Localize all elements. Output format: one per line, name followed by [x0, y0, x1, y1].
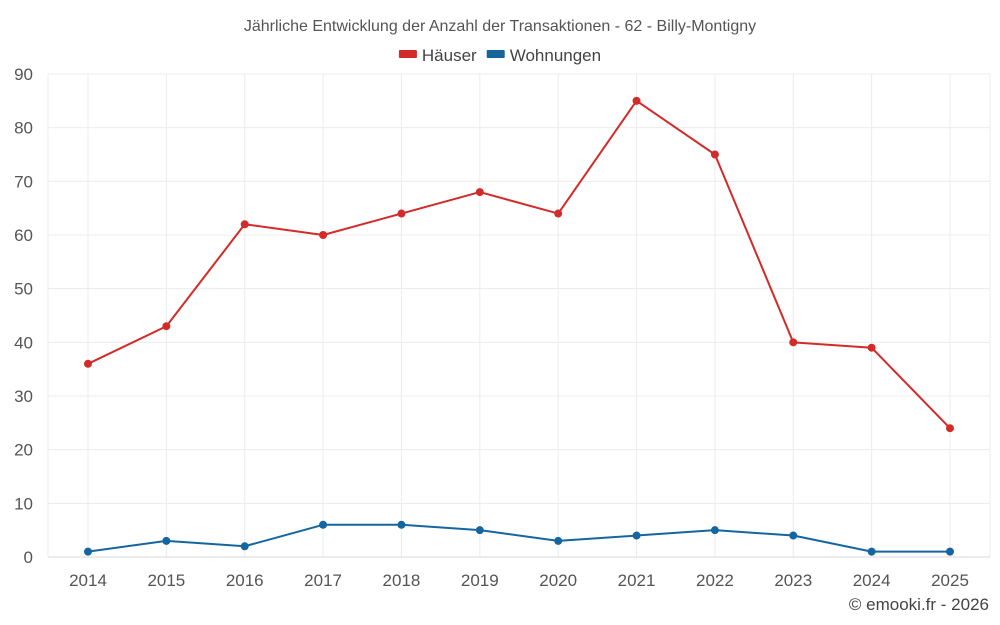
series-h-user	[84, 96, 954, 433]
x-tick-label: 2022	[696, 571, 734, 590]
series-wohnungen-point	[397, 520, 406, 529]
series-wohnungen	[84, 520, 954, 556]
series-wohnungen-point	[475, 526, 484, 535]
x-tick-label: 2014	[69, 571, 107, 590]
legend-item: Häuser	[398, 46, 477, 65]
x-tick-label: 2024	[853, 571, 891, 590]
legend: Häuser Wohnungen	[398, 46, 601, 65]
series-h-user-point	[162, 322, 171, 331]
series-h-user-line	[87, 99, 951, 429]
legend-swatch	[398, 50, 417, 58]
series-wohnungen-line	[87, 523, 950, 553]
legend-item: Wohnungen	[486, 46, 601, 65]
x-tick-label: 2016	[226, 571, 264, 590]
series-wohnungen-point	[632, 531, 641, 540]
y-tick-label: 50	[14, 280, 33, 299]
series-wohnungen-point	[789, 531, 798, 540]
series-h-user-point	[946, 424, 954, 433]
series-h-user-point	[554, 209, 563, 218]
y-tick-label: 10	[14, 494, 33, 513]
x-tick-label: 2021	[618, 571, 656, 590]
series-wohnungen-point	[162, 536, 171, 545]
series-h-user-point	[84, 359, 92, 368]
series-wohnungen-point	[554, 536, 563, 545]
series-wohnungen-point	[867, 547, 876, 556]
copyright-text: © emooki.fr - 2026	[849, 595, 989, 614]
series-h-user-point	[397, 209, 406, 218]
x-tick-label: 2020	[539, 571, 577, 590]
series-wohnungen-point	[319, 520, 328, 529]
y-tick-label: 80	[14, 119, 33, 138]
series-h-user-point	[710, 150, 719, 159]
chart-title: Jährliche Entwicklung der Anzahl der Tra…	[244, 18, 756, 35]
series-h-user-point	[632, 96, 641, 105]
y-tick-label: 30	[14, 387, 33, 406]
y-tick-label: 90	[14, 65, 33, 84]
y-tick-label: 20	[14, 441, 33, 460]
series-wohnungen-point	[710, 526, 719, 535]
series-wohnungen-point	[946, 547, 954, 556]
x-tick-label: 2018	[383, 571, 421, 590]
series-wohnungen-point	[84, 547, 92, 556]
x-tick-label: 2017	[304, 571, 342, 590]
legend-swatch	[486, 50, 505, 58]
x-tick-label: 2019	[461, 571, 499, 590]
x-tick-label: 2023	[774, 571, 812, 590]
y-tick-label: 0	[24, 548, 33, 567]
y-tick-label: 60	[14, 226, 33, 245]
series-h-user-point	[319, 231, 328, 239]
y-tick-label: 40	[14, 333, 33, 352]
y-tick-label: 70	[14, 172, 33, 191]
x-tick-label: 2025	[931, 571, 969, 590]
series	[84, 96, 954, 556]
axes: 0 10 20 30 40 50 60 70 80 90 2014 2015 2016 2017 2018 2…	[14, 65, 990, 590]
series-wohnungen-point	[240, 542, 249, 551]
series-h-user-point	[867, 343, 876, 352]
legend-label: Wohnungen	[510, 46, 601, 65]
series-h-user-point	[789, 338, 798, 347]
legend-label: Häuser	[422, 46, 477, 65]
x-tick-label: 2015	[147, 571, 185, 590]
series-h-user-point	[240, 220, 249, 229]
series-h-user-point	[475, 188, 484, 197]
grid	[47, 73, 991, 557]
